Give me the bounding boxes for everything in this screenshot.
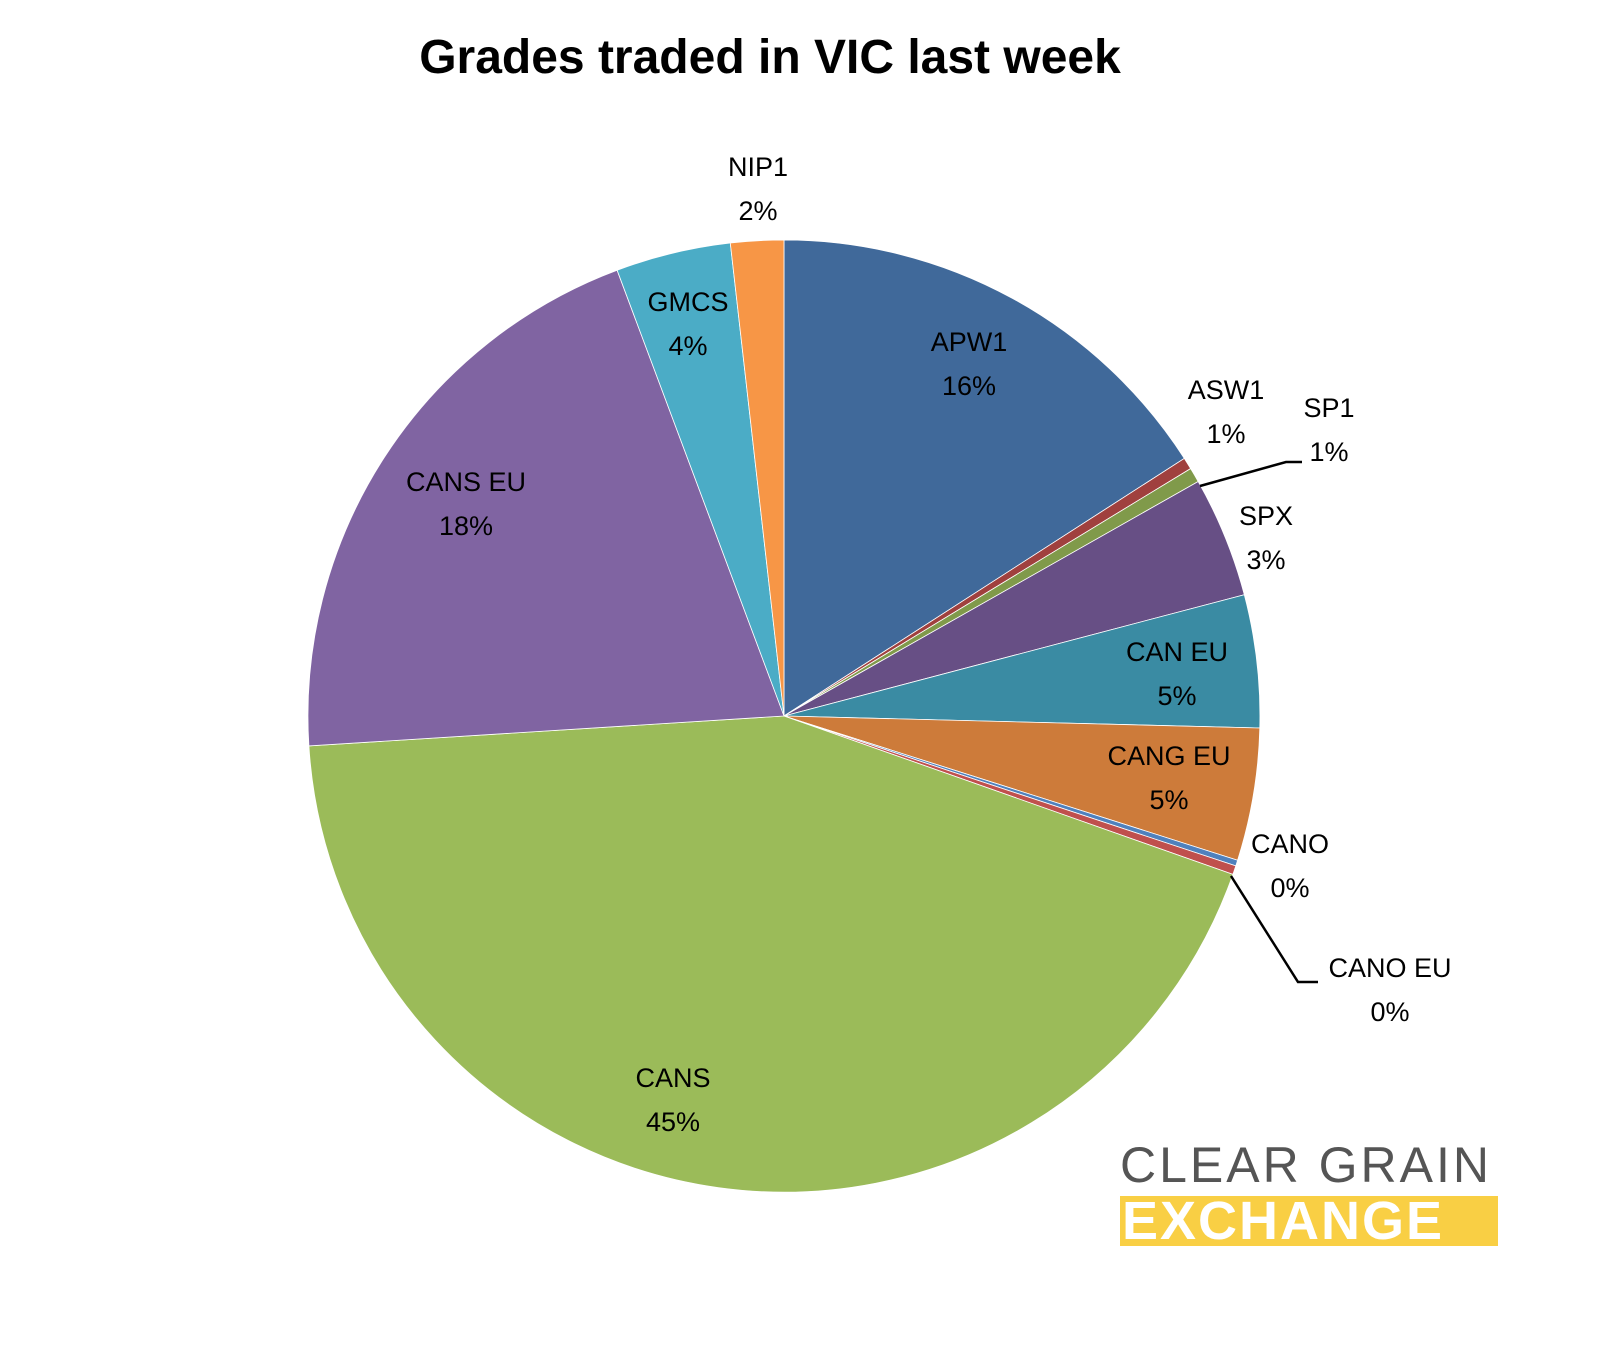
- pie-slices: [307, 239, 1261, 1193]
- data-label-apw1: APW1 16%: [930, 327, 1008, 401]
- data-label-cano-eu: CANO EU 0%: [1328, 953, 1452, 1027]
- logo-line1: CLEAR GRAIN: [1120, 1137, 1492, 1193]
- pie-slice-cans-eu: [307, 269, 785, 747]
- data-label-asw1: ASW1 1%: [1187, 375, 1265, 449]
- data-label-cans-eu: CANS EU 18%: [405, 467, 527, 541]
- logo-line2: EXCHANGE: [1120, 1196, 1498, 1246]
- chart-title: Grades traded in VIC last week: [419, 31, 1121, 84]
- data-label-gmcs: GMCS 4%: [647, 287, 729, 361]
- pie-slice-apw1: [783, 239, 1185, 717]
- data-label-nip1: NIP1 2%: [727, 152, 789, 226]
- pie-slice-cans: [308, 715, 1234, 1193]
- data-label-can-eu: CAN EU 5%: [1125, 637, 1229, 711]
- data-label-cano: CANO 0%: [1250, 829, 1330, 903]
- data-label-cans: CANS 45%: [635, 1063, 711, 1137]
- data-label-sp1: SP1 1%: [1303, 393, 1355, 467]
- pie-slice-nip1: [729, 239, 785, 717]
- data-label-spx: SPX 3%: [1238, 501, 1294, 575]
- leader-line-sp1: [1199, 460, 1302, 488]
- leader-line-cano-eu: [1229, 875, 1318, 984]
- data-label-cang-eu: CANG EU 5%: [1107, 741, 1231, 815]
- clear-grain-exchange-logo: CLEAR GRAIN EXCHANGE: [1120, 1140, 1498, 1246]
